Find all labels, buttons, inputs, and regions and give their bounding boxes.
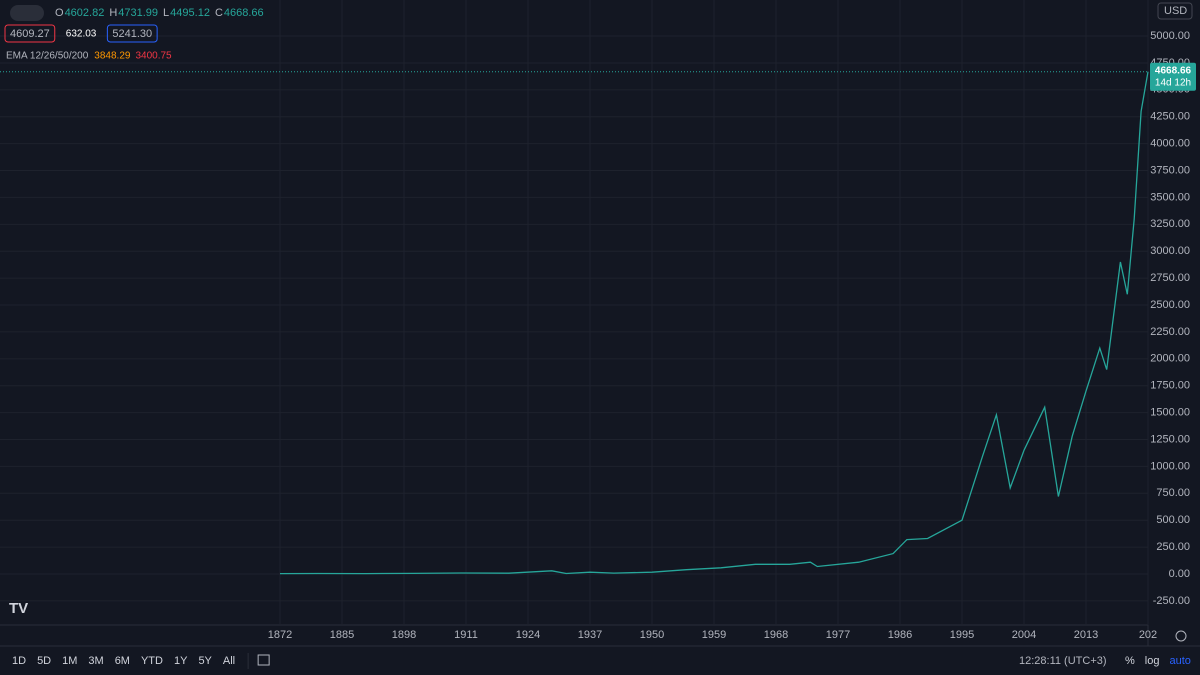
option-button[interactable]: log	[1145, 655, 1160, 667]
y-tick-label: 1250.00	[1150, 433, 1190, 445]
date-range-icon[interactable]	[257, 654, 270, 666]
badge: 5241.30	[112, 28, 152, 40]
y-tick-label: 1750.00	[1150, 380, 1190, 392]
ohlc-key: C	[215, 7, 223, 19]
y-tick-label: 500.00	[1156, 514, 1190, 526]
toggle[interactable]	[10, 5, 44, 21]
x-tick-label: 1911	[454, 629, 478, 641]
option-button[interactable]: %	[1125, 655, 1135, 667]
y-tick-label: 1500.00	[1150, 407, 1190, 419]
y-tick-label: 5000.00	[1150, 30, 1190, 42]
range-button[interactable]: 3M	[88, 655, 103, 667]
range-button[interactable]: 1Y	[174, 655, 188, 667]
ohlc-key: O	[55, 7, 64, 19]
x-tick-label: 1885	[330, 629, 354, 641]
y-tick-label: 2250.00	[1150, 326, 1190, 338]
countdown: 14d 12h	[1155, 77, 1191, 88]
y-tick-label: 2500.00	[1150, 299, 1190, 311]
x-tick-label: 1959	[702, 629, 726, 641]
y-tick-label: 3500.00	[1150, 191, 1190, 203]
range-button[interactable]: 1M	[62, 655, 77, 667]
currency-box[interactable]	[1157, 2, 1193, 20]
x-tick-label: 202	[1139, 629, 1157, 641]
range-button[interactable]: 5D	[37, 655, 51, 667]
y-tick-label: 2750.00	[1150, 272, 1190, 284]
y-tick-label: 250.00	[1156, 541, 1190, 553]
y-tick-label: 4000.00	[1150, 138, 1190, 150]
x-tick-label: 1950	[640, 629, 664, 641]
y-tick-label: -250.00	[1153, 595, 1190, 607]
ohlc-key: L	[163, 7, 169, 19]
range-button[interactable]: All	[223, 655, 235, 667]
y-tick-label: 750.00	[1156, 487, 1190, 499]
y-tick-label: 4250.00	[1150, 111, 1190, 123]
ohlc-value: 4495.12	[170, 7, 210, 19]
badge-box	[106, 24, 158, 43]
ema-value: 3400.75	[135, 51, 172, 62]
x-tick-label: 1898	[392, 629, 416, 641]
badge-box	[4, 24, 56, 43]
price-tag	[1150, 62, 1196, 91]
x-tick-label: 1977	[826, 629, 850, 641]
x-tick-label: 1995	[950, 629, 974, 641]
y-tick-label: 2000.00	[1150, 353, 1190, 365]
x-tick-label: 1937	[578, 629, 602, 641]
x-tick-label: 2004	[1012, 629, 1036, 641]
range-button[interactable]: YTD	[141, 655, 163, 667]
y-tick-label: 1000.00	[1150, 460, 1190, 472]
y-tick-label: 3750.00	[1150, 164, 1190, 176]
ohlc-value: 4668.66	[224, 7, 264, 19]
settings-icon[interactable]	[1175, 630, 1187, 642]
clock: 12:28:11 (UTC+3)	[1019, 655, 1107, 667]
x-tick-label: 2013	[1074, 629, 1098, 641]
y-tick-label: 3250.00	[1150, 218, 1190, 230]
range-button[interactable]: 1D	[12, 655, 26, 667]
price-line	[279, 71, 1149, 575]
range-button[interactable]: 6M	[115, 655, 130, 667]
x-tick-label: 1968	[764, 629, 788, 641]
ema-value: 3848.29	[94, 51, 131, 62]
ohlc-value: 4602.82	[65, 7, 105, 19]
range-button[interactable]: 5Y	[198, 655, 212, 667]
ohlc-key: H	[109, 7, 117, 19]
logo: TV	[9, 600, 28, 617]
badge: 632.03	[66, 29, 97, 40]
y-tick-label: 0.00	[1169, 568, 1190, 580]
x-tick-label: 1872	[268, 629, 292, 641]
ema-label: EMA 12/26/50/200	[6, 51, 89, 62]
x-tick-label: 1986	[888, 629, 912, 641]
price-tag-value: 4668.66	[1155, 65, 1192, 76]
ohlc-value: 4731.99	[118, 7, 158, 19]
x-tick-label: 1924	[516, 629, 540, 641]
currency[interactable]: USD	[1164, 5, 1187, 17]
badge: 4609.27	[10, 28, 50, 40]
option-button[interactable]: auto	[1169, 655, 1190, 667]
y-tick-label: 3000.00	[1150, 245, 1190, 257]
